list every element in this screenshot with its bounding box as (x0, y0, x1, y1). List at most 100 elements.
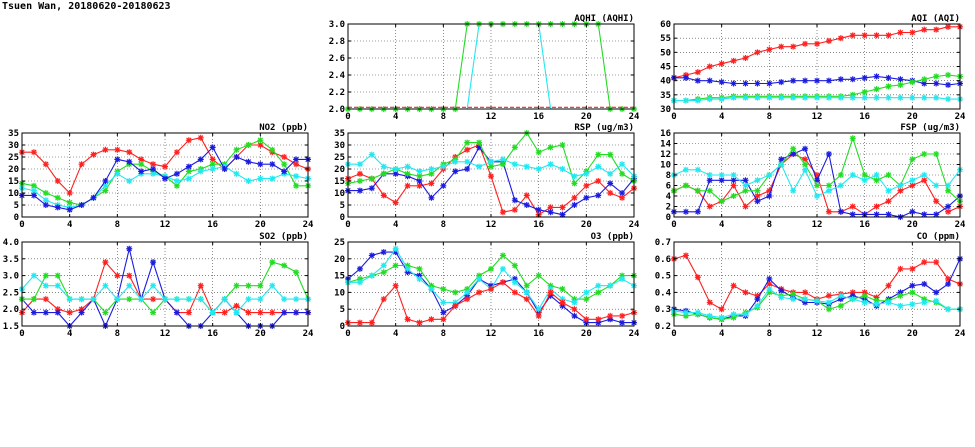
data-point-cyan (754, 302, 761, 309)
y-tick-label: 2.2 (329, 88, 345, 98)
y-tick-label: 40 (660, 77, 671, 87)
x-tick-label: 24 (955, 112, 966, 122)
data-point-blue (694, 208, 701, 215)
data-point-red (126, 272, 133, 279)
data-point-green (718, 198, 725, 205)
data-point-green (921, 296, 928, 303)
data-point-blue (849, 211, 856, 218)
data-point-red (499, 209, 506, 216)
data-point-cyan (440, 163, 447, 170)
data-point-red (66, 190, 73, 196)
x-tick-label: 12 (812, 329, 823, 339)
x-tick-label: 20 (581, 220, 592, 230)
x-tick-label: 12 (486, 220, 497, 230)
data-point-cyan (440, 299, 447, 306)
y-tick-label: 0.7 (655, 238, 671, 248)
data-point-cyan (619, 275, 626, 282)
data-point-cyan (257, 296, 264, 303)
x-tick-label: 20 (581, 329, 592, 339)
data-point-cyan (837, 182, 844, 189)
data-point-cyan (694, 97, 701, 104)
data-point-green (30, 182, 37, 189)
data-point-red (559, 299, 566, 306)
data-point-blue (849, 292, 856, 299)
data-point-red (945, 23, 952, 30)
data-point-green (730, 193, 737, 199)
x-tick-label: 16 (533, 220, 544, 230)
data-point-blue (571, 312, 578, 319)
data-point-red (464, 296, 471, 303)
data-point-green (42, 190, 49, 196)
data-point-blue (754, 198, 761, 205)
data-point-cyan (742, 182, 749, 189)
data-point-red (730, 57, 737, 64)
data-point-cyan (535, 166, 542, 172)
data-point-blue (464, 292, 471, 299)
data-point-green (535, 272, 542, 279)
y-tick-label: 20 (334, 165, 345, 175)
x-tick-label: 24 (629, 220, 640, 230)
data-point-blue (754, 80, 761, 87)
x-tick-label: 16 (859, 112, 870, 122)
data-point-blue (766, 80, 773, 87)
data-point-cyan (173, 178, 180, 184)
data-point-cyan (511, 161, 518, 168)
data-point-cyan (897, 182, 904, 189)
data-point-red (356, 170, 363, 177)
y-tick-label: 15 (334, 272, 345, 282)
data-point-cyan (607, 170, 614, 177)
data-point-cyan (499, 265, 506, 272)
x-tick-label: 20 (907, 220, 918, 230)
data-point-cyan (571, 299, 578, 306)
data-point-blue (293, 309, 300, 316)
data-point-red (849, 289, 856, 296)
data-point-red (885, 282, 892, 289)
y-tick-label: 25 (334, 238, 345, 248)
y-tick-label: 15 (334, 177, 345, 187)
chart-title: O3 (ppb) (591, 232, 634, 242)
data-point-green (209, 161, 216, 168)
data-point-cyan (909, 94, 916, 101)
data-point-blue (535, 309, 542, 316)
data-point-green (766, 289, 773, 296)
x-tick-label: 4 (719, 329, 725, 339)
data-point-cyan (790, 94, 797, 101)
data-point-red (511, 289, 518, 296)
data-point-cyan (730, 311, 737, 318)
data-point-cyan (380, 262, 387, 269)
y-tick-label: 0.5 (655, 272, 671, 282)
data-point-green (476, 139, 483, 146)
y-tick-label: 0 (14, 213, 19, 223)
data-point-blue (933, 211, 940, 218)
data-point-blue (897, 76, 904, 83)
data-point-red (730, 282, 737, 289)
data-point-cyan (150, 282, 157, 289)
data-point-green (185, 168, 192, 175)
data-point-cyan (380, 163, 387, 170)
data-point-cyan (30, 272, 37, 279)
data-point-red (185, 309, 192, 316)
data-point-cyan (404, 163, 411, 170)
data-point-green (559, 142, 566, 148)
y-tick-label: 3.5 (3, 255, 19, 265)
data-point-red (909, 182, 916, 189)
data-point-cyan (861, 94, 868, 101)
data-point-cyan (837, 292, 844, 299)
data-point-red (742, 289, 749, 296)
data-point-green (293, 269, 300, 276)
data-point-red (933, 26, 940, 33)
data-point-red (66, 309, 73, 316)
data-point-cyan (416, 168, 423, 175)
data-point-red (416, 182, 423, 189)
data-point-red (126, 149, 133, 156)
y-tick-label: 3.0 (329, 20, 345, 30)
data-point-blue (30, 192, 37, 199)
data-point-blue (909, 282, 916, 289)
data-point-red (849, 203, 856, 210)
data-point-cyan (790, 187, 797, 194)
data-point-green (464, 139, 471, 146)
data-point-cyan (909, 301, 916, 308)
data-point-cyan (595, 282, 602, 289)
data-point-cyan (694, 309, 701, 316)
data-point-cyan (368, 151, 375, 158)
